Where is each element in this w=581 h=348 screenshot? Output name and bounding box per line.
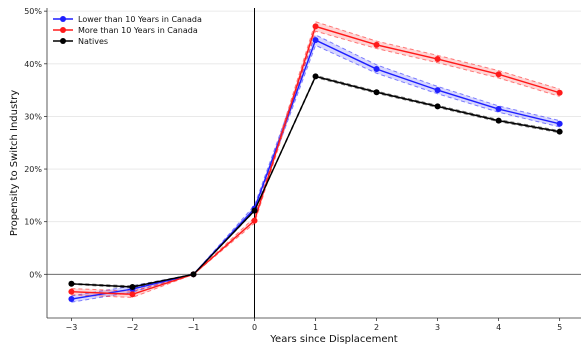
legend-swatch-marker <box>60 16 66 22</box>
data-point <box>556 128 563 135</box>
legend-entry: Natives <box>78 37 108 46</box>
data-point <box>312 73 319 80</box>
ci-upper-line <box>71 21 560 292</box>
x-tick-label: 0 <box>252 323 257 332</box>
series-line <box>71 25 560 296</box>
y-tick-label: 20% <box>24 165 42 174</box>
reference-lines <box>47 8 581 318</box>
x-axis-label: Years since Displacement <box>269 334 398 345</box>
legend-swatch-marker <box>60 38 66 44</box>
x-tick-label: 3 <box>435 323 440 332</box>
data-point <box>129 283 136 290</box>
series-lines <box>68 23 563 303</box>
data-point <box>68 296 75 303</box>
x-tick-label: 4 <box>496 323 501 332</box>
legend-entry: More than 10 Years in Canada <box>78 26 198 35</box>
y-axis-label: Propensity to Switch Industry <box>9 90 20 236</box>
data-point <box>312 23 319 30</box>
data-point <box>434 103 441 110</box>
y-tick-label: 50% <box>24 7 42 16</box>
data-point <box>556 89 563 96</box>
data-point <box>68 288 75 295</box>
x-tick-label: −1 <box>188 323 200 332</box>
data-point <box>190 271 197 278</box>
data-point <box>434 87 441 94</box>
data-point <box>556 120 563 127</box>
legend-swatch-marker <box>60 27 66 33</box>
y-tick-label: 10% <box>24 218 42 227</box>
data-point <box>312 37 319 44</box>
legend: Lower than 10 Years in Canada More than 1… <box>53 15 202 46</box>
axes: 0% 10% 20% 30% 40% 50% −3 −2 −1 0 1 2 3 4 5 <box>24 7 581 332</box>
x-tick-label: 5 <box>557 323 562 332</box>
x-tick-label: −3 <box>66 323 78 332</box>
confidence-band <box>71 21 560 298</box>
data-point <box>129 291 136 298</box>
legend-entry: Lower than 10 Years in Canada <box>78 15 202 24</box>
y-tick-label: 40% <box>24 60 42 69</box>
ci-lower-line <box>71 30 560 298</box>
data-point <box>495 106 502 113</box>
y-tick-label: 0% <box>29 270 42 279</box>
data-point <box>373 66 380 73</box>
x-tick-label: −2 <box>127 323 139 332</box>
ci-lower-line <box>71 44 560 303</box>
data-point <box>251 207 258 214</box>
data-point <box>68 280 75 287</box>
x-tick-label: 2 <box>374 323 379 332</box>
ci-lower-line <box>71 76 560 289</box>
data-point <box>251 217 258 224</box>
data-point <box>373 89 380 96</box>
data-point <box>495 117 502 124</box>
data-point <box>373 41 380 48</box>
y-tick-label: 30% <box>24 112 42 121</box>
gridlines <box>47 10 581 223</box>
x-tick-label: 1 <box>313 323 318 332</box>
data-point <box>495 71 502 78</box>
data-point <box>434 56 441 63</box>
